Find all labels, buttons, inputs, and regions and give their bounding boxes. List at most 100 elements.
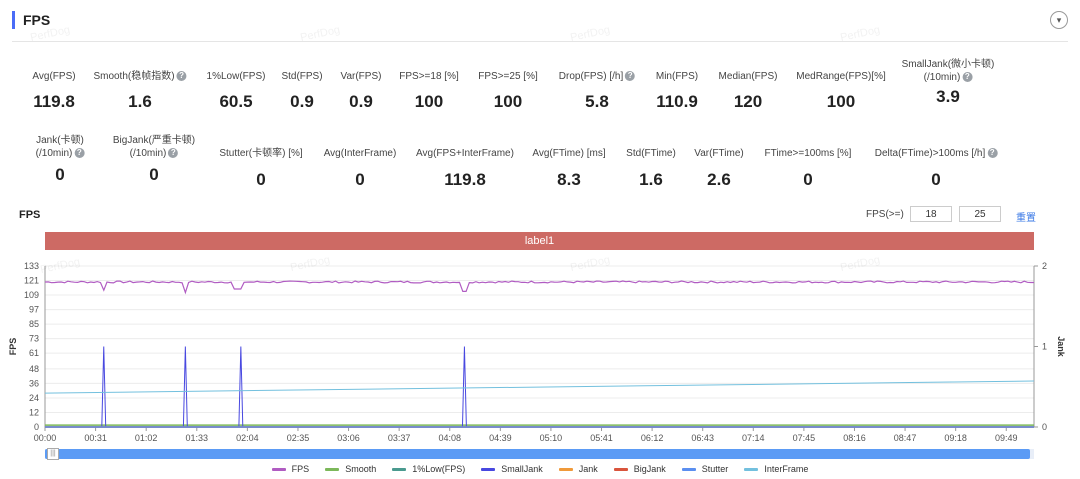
fps-threshold-input-2[interactable] [959, 206, 1001, 222]
help-icon[interactable]: ? [987, 148, 998, 159]
legend-label: FPS [291, 464, 310, 474]
metric-r2-7: Var(FTime) 2.6 [694, 147, 743, 190]
metric-label-unit: (/10min)? [902, 71, 995, 84]
metric-r1-8: Min(FPS) 110.9 [656, 70, 698, 112]
y-tick-label: 109 [24, 290, 39, 300]
x-tick-label: 08:16 [843, 433, 866, 443]
y-tick-label: 36 [29, 378, 39, 388]
metric-label: Delta(FTime)>100ms [/h]? [875, 147, 998, 160]
x-tick-label: 04:08 [438, 433, 461, 443]
x-tick-label: 00:00 [34, 433, 57, 443]
metric-label: Min(FPS) [655, 71, 699, 82]
metric-r1-1: Smooth(稳帧指数)? 1.6 [93, 70, 187, 112]
metric-value: 120 [733, 92, 763, 111]
metric-r2-6: Std(FTime) 1.6 [626, 147, 676, 190]
x-tick-label: 02:35 [287, 433, 310, 443]
help-icon[interactable]: ? [962, 72, 973, 83]
metric-value: 100 [826, 92, 856, 111]
y-tick-label: 85 [29, 319, 39, 329]
time-range-slider[interactable]: ||| [45, 448, 1034, 460]
metric-r1-0: Avg(FPS) 119.8 [32, 70, 75, 112]
help-icon[interactable]: ? [176, 71, 187, 82]
legend-swatch [613, 467, 628, 471]
metric-label: FTime>=100ms [%] [764, 148, 852, 159]
slider-range-fill[interactable] [45, 449, 1030, 459]
metric-label: Stutter(卡顿率) [%] [219, 148, 303, 159]
legend-item-bigjank[interactable]: BigJank [613, 464, 666, 474]
metric-value: 110.9 [656, 92, 698, 111]
x-tick-label: 09:18 [944, 433, 967, 443]
y2-tick-label: 2 [1042, 261, 1047, 271]
metric-label: Drop(FPS) [/h]? [559, 70, 636, 83]
metric-label: FPS>=18 [%] [399, 71, 459, 82]
legend-item-jank[interactable]: Jank [558, 464, 598, 474]
y-tick-label: 12 [29, 407, 39, 417]
metric-r1-6: FPS>=25 [%] 100 [478, 70, 537, 112]
metric-label: MedRange(FPS)[%] [796, 71, 886, 82]
x-tick-label: 06:43 [691, 433, 714, 443]
metric-value: 5.8 [585, 92, 609, 111]
metric-value: 2.6 [707, 170, 731, 189]
legend-item-smooth[interactable]: Smooth [325, 464, 376, 474]
legend-item-smalljank[interactable]: SmallJank [481, 464, 543, 474]
metric-value: 119.8 [444, 170, 486, 189]
x-tick-label: 01:33 [186, 433, 209, 443]
help-icon[interactable]: ? [168, 148, 179, 159]
legend-swatch [481, 467, 496, 471]
metric-label: Var(FPS) [340, 71, 382, 82]
legend-item-1-low-fps-[interactable]: 1%Low(FPS) [392, 464, 465, 474]
y2-tick-label: 1 [1042, 342, 1047, 352]
x-tick-label: 00:31 [84, 433, 107, 443]
metric-r2-1: BigJank(严重卡顿) (/10min)? 0 [113, 134, 195, 185]
metric-r2-3: Avg(InterFrame) 0 [324, 147, 397, 190]
metric-r1-10: MedRange(FPS)[%] 100 [796, 70, 885, 112]
metric-value: 100 [493, 92, 523, 111]
metric-value: 0 [256, 170, 266, 189]
collapse-chevron-icon[interactable]: ▾ [1050, 11, 1068, 29]
chart-legend: FPS Smooth 1%Low(FPS) SmallJank Jank BigJank S… [0, 464, 1080, 474]
x-tick-label: 07:14 [742, 433, 765, 443]
help-icon[interactable]: ? [74, 148, 85, 159]
y-tick-label: 48 [29, 364, 39, 374]
metric-r2-4: Avg(FPS+InterFrame) 119.8 [416, 147, 514, 190]
series-fps [44, 280, 1034, 295]
fps-threshold-input-1[interactable] [910, 206, 952, 222]
legend-item-fps[interactable]: FPS [271, 464, 310, 474]
metric-r1-7: Drop(FPS) [/h]? 5.8 [559, 70, 636, 112]
metric-value: 1.6 [128, 92, 152, 111]
metric-r1-5: FPS>=18 [%] 100 [399, 70, 458, 112]
help-icon[interactable]: ? [625, 71, 636, 82]
y-tick-label: 24 [29, 393, 39, 403]
y-axis-title: FPS [8, 338, 18, 356]
legend-swatch [681, 467, 696, 471]
metric-value: 0 [149, 165, 159, 184]
x-tick-label: 05:41 [590, 433, 613, 443]
label-band[interactable]: label1 [45, 232, 1034, 250]
metric-label: Avg(FTime) [ms] [532, 148, 606, 159]
metric-label: Median(FPS) [718, 71, 778, 82]
series-interframe [44, 380, 1035, 394]
metric-value: 60.5 [219, 92, 253, 111]
metric-label: BigJank(严重卡顿) [112, 135, 196, 146]
legend-swatch [558, 467, 573, 471]
metric-r2-0: Jank(卡顿) (/10min)? 0 [36, 134, 85, 185]
x-tick-label: 06:12 [641, 433, 664, 443]
metric-value: 0.9 [349, 92, 373, 111]
reset-link[interactable]: 重置 [1016, 213, 1036, 224]
metric-label: FPS>=25 [%] [478, 71, 538, 82]
y-tick-label: 121 [24, 276, 39, 286]
legend-item-stutter[interactable]: Stutter [681, 464, 728, 474]
metric-r1-4: Var(FPS) 0.9 [341, 70, 382, 112]
metric-label: Var(FTime) [694, 148, 744, 159]
legend-label: SmallJank [501, 464, 543, 474]
slider-handle-left[interactable]: ||| [47, 448, 59, 460]
metric-label-unit: (/10min)? [113, 147, 195, 160]
metric-label: Avg(FPS+InterFrame) [416, 148, 514, 159]
y-tick-label: 73 [29, 334, 39, 344]
metric-value: 0.9 [290, 92, 314, 111]
metric-value: 119.8 [33, 92, 75, 111]
legend-item-interframe[interactable]: InterFrame [744, 464, 808, 474]
metric-r1-11: SmallJank(微小卡顿) (/10min)? 3.9 [902, 58, 995, 107]
x-tick-label: 09:49 [995, 433, 1018, 443]
